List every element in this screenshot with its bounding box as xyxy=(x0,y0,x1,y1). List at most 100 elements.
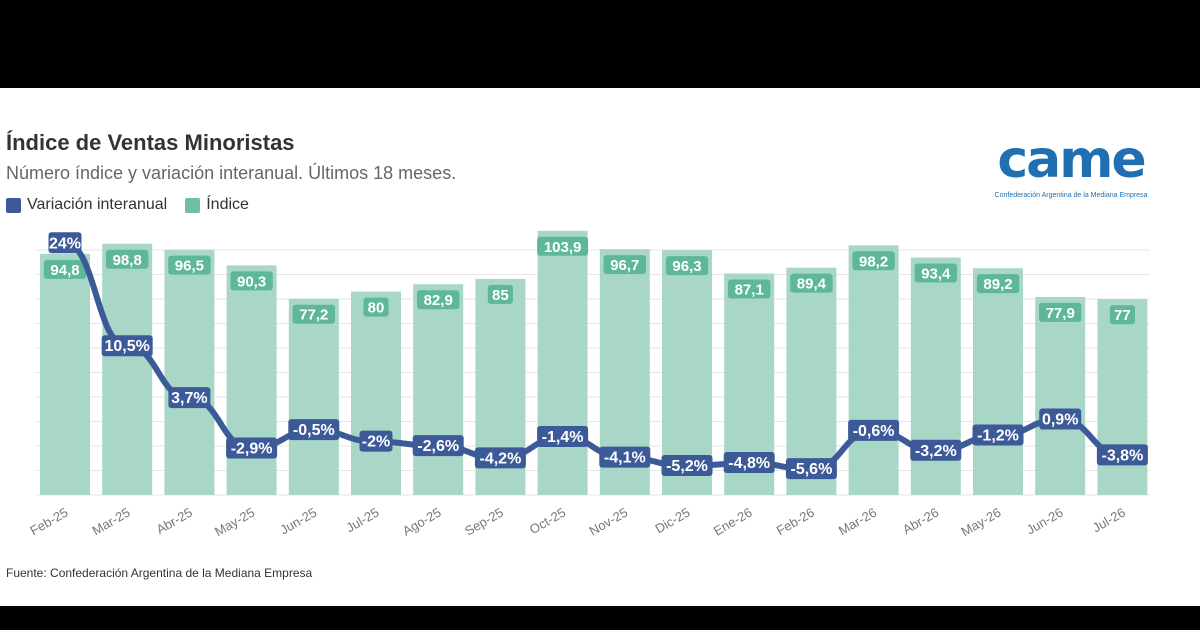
index-bar xyxy=(973,268,1023,495)
index-data-label: 77 xyxy=(1114,307,1131,324)
legend-label-index: Índice xyxy=(206,196,249,213)
logo-tagline: Confederación Argentina de la Mediana Em… xyxy=(994,192,1148,199)
variation-label-bg xyxy=(288,419,340,441)
combo-chart: 94,8 98,8 96,5 90,3 77,2 80 82,9 85 103,9 96,7 96,… xyxy=(27,230,1150,540)
index-bar xyxy=(226,265,277,495)
index-data-label: 98,8 xyxy=(113,252,142,269)
variation-line xyxy=(62,240,1126,473)
variation-data-label: -0,6% xyxy=(853,423,895,440)
index-label-bg xyxy=(487,284,513,304)
index-label-bg xyxy=(603,255,646,275)
index-bar xyxy=(413,284,464,495)
index-bar xyxy=(1035,296,1086,495)
index-label-bg xyxy=(537,236,589,256)
index-data-label: 98,2 xyxy=(859,253,888,270)
variation-label-bg xyxy=(359,430,393,452)
index-data-label: 89,2 xyxy=(983,276,1012,293)
variation-label-bg xyxy=(972,424,1024,446)
variation-label-bg xyxy=(848,419,900,441)
variation-label-bg xyxy=(101,335,153,357)
chart-legend: Variación interanual Índice xyxy=(6,196,267,214)
index-data-label: 96,7 xyxy=(610,257,639,274)
index-label-bg xyxy=(230,271,273,291)
index-label-bg xyxy=(914,263,957,283)
index-bar xyxy=(1097,299,1148,495)
x-tick-label: Jun-26 xyxy=(1024,505,1066,538)
index-data-label: 96,3 xyxy=(672,258,701,275)
x-tick-label: May-25 xyxy=(212,505,257,540)
variation-label-bg xyxy=(48,232,82,254)
x-tick-label: Jul-25 xyxy=(343,505,381,536)
x-tick-label: Abr-25 xyxy=(154,505,195,538)
variation-label-bg xyxy=(723,451,775,473)
x-tick-label: Ago-25 xyxy=(400,505,444,539)
index-data-label: 93,4 xyxy=(921,265,951,282)
index-label-bg xyxy=(292,304,335,324)
index-data-label: 90,3 xyxy=(237,273,266,290)
variation-data-label: -5,2% xyxy=(666,458,708,475)
chart-panel: Índice de Ventas Minoristas Número índic… xyxy=(0,88,1200,606)
index-data-label: 87,1 xyxy=(735,282,764,299)
legend-item-variation: Variación interanual xyxy=(6,196,167,214)
variation-data-label: 3,7% xyxy=(171,390,207,407)
index-data-label: 77,2 xyxy=(299,307,328,324)
variation-label-bg xyxy=(910,439,962,461)
variation-label-bg xyxy=(474,447,526,469)
variation-data-label: -0,5% xyxy=(293,422,335,439)
index-label-bg xyxy=(417,290,460,310)
variation-data-label: -3,2% xyxy=(915,443,957,460)
variation-data-label: -4,1% xyxy=(604,450,646,467)
variation-label-bg xyxy=(1039,408,1082,430)
index-bar xyxy=(164,249,215,495)
source-note: Fuente: Confederación Argentina de la Me… xyxy=(6,566,313,580)
variation-data-label: -1,2% xyxy=(977,427,1019,444)
index-bar xyxy=(288,298,339,495)
variation-label-bg xyxy=(1096,444,1148,466)
index-data-label: 85 xyxy=(492,287,509,304)
variation-data-label: -2,9% xyxy=(231,440,273,457)
variation-data-label: -3,8% xyxy=(1102,447,1144,464)
legend-item-index: Índice xyxy=(185,196,249,214)
x-tick-label: May-26 xyxy=(958,505,1003,540)
variation-label-bg xyxy=(599,446,651,468)
variation-label-bg xyxy=(168,387,211,409)
variation-data-label: -2% xyxy=(362,434,390,451)
chart-subtitle: Número índice y variación interanual. Úl… xyxy=(6,163,457,183)
variation-data-label: -5,6% xyxy=(791,461,833,478)
index-label-bg xyxy=(976,274,1020,294)
variation-label-bg xyxy=(226,437,278,459)
variation-label-bg xyxy=(661,455,713,477)
index-bar xyxy=(848,245,899,495)
index-label-bg xyxy=(665,256,709,276)
variation-label-bg xyxy=(537,426,589,448)
index-data-label: 82,9 xyxy=(424,292,453,309)
chart-title: Índice de Ventas Minoristas xyxy=(6,130,295,155)
index-bar xyxy=(102,243,153,495)
variation-data-label: -1,4% xyxy=(542,429,584,446)
logo-wordmark: came xyxy=(997,130,1146,190)
x-tick-label: Feb-26 xyxy=(774,505,817,539)
x-tick-label: Abr-26 xyxy=(900,505,941,538)
x-tick-label: Dic-25 xyxy=(652,505,692,537)
x-tick-label: Mar-25 xyxy=(90,505,133,539)
x-tick-label: Oct-25 xyxy=(527,505,568,537)
variation-data-label: 0,9% xyxy=(1042,411,1078,428)
index-label-bg xyxy=(106,249,149,269)
x-tick-label: Mar-26 xyxy=(836,505,879,539)
index-data-label: 77,9 xyxy=(1046,305,1075,322)
legend-label-variation: Variación interanual xyxy=(27,196,168,213)
x-tick-label: Jul-26 xyxy=(1090,505,1128,536)
variation-data-label: -4,8% xyxy=(728,455,770,472)
index-label-bg xyxy=(1109,305,1135,325)
index-label-bg xyxy=(43,259,87,279)
index-bar xyxy=(351,291,401,495)
variation-data-label: 10,5% xyxy=(105,338,150,355)
variation-label-bg xyxy=(785,458,837,480)
index-label-bg xyxy=(168,255,211,275)
came-logo: came Confederación Argentina de la Media… xyxy=(986,128,1156,208)
x-tick-label: Nov-25 xyxy=(586,505,630,539)
variation-data-label: -4,2% xyxy=(480,450,522,467)
x-tick-label: Ene-26 xyxy=(711,505,755,539)
legend-swatch-index xyxy=(185,197,201,213)
legend-swatch-variation xyxy=(6,197,21,213)
